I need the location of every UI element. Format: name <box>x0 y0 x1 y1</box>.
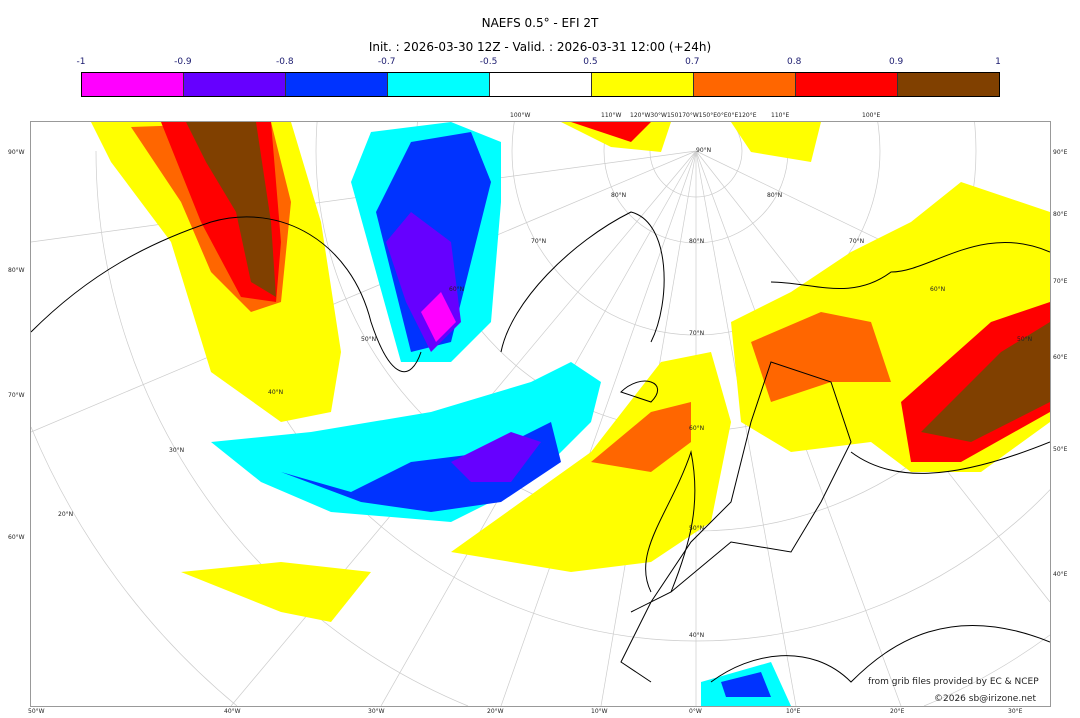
lat-label: 50°N <box>1017 336 1033 343</box>
right-axis-label: 40°E <box>1053 571 1068 578</box>
lat-label: 60°N <box>689 425 705 432</box>
left-axis-label: 70°W <box>8 392 25 399</box>
bottom-axis-label: 20°E <box>890 708 905 715</box>
warm-anomaly-arctic <box>571 122 651 142</box>
lat-label: 50°N <box>689 525 705 532</box>
colorbar-swatch <box>388 73 490 96</box>
colorbar-tick: -0.8 <box>275 57 294 67</box>
right-axis-label: 50°E <box>1053 446 1068 453</box>
top-axis-label: 100°E <box>862 112 881 119</box>
colorbar-swatch <box>796 73 898 96</box>
right-axis-label: 90°E <box>1053 149 1068 156</box>
efi-map: 90°N 80°N 70°N 60°N 50°N 40°N 30°N 20°N … <box>30 121 1051 707</box>
left-axis-label: 80°W <box>8 267 25 274</box>
colorbar-tick: -0.9 <box>174 57 192 67</box>
lat-label: 80°N <box>767 192 783 199</box>
bottom-axis-label: 10°W <box>591 708 608 715</box>
bottom-axis-label: 50°W <box>28 708 45 715</box>
coastlines <box>31 211 1050 683</box>
warm-anomaly-subtropical-atlantic <box>181 562 371 622</box>
colorbar-tick: 0.9 <box>888 57 904 67</box>
bottom-axis-label: 40°W <box>224 708 241 715</box>
colorbar-tick: -0.5 <box>479 57 498 67</box>
bottom-axis-label: 30°W <box>368 708 385 715</box>
colorbar-swatch <box>898 73 999 96</box>
colorbar-tick: 0.8 <box>787 57 802 67</box>
top-axis-label: 110°W <box>601 112 622 119</box>
lat-label: 70°N <box>689 330 705 337</box>
cold-anomaly-north-africa <box>721 672 771 697</box>
warm-anomaly-eastern-europe <box>921 322 1050 442</box>
top-axis-label: 120°W30°W150170°W150°E0°E0°E120°E <box>630 112 757 119</box>
source-credit: from grib files provided by EC & NCEP <box>868 677 1039 687</box>
map-title: NAEFS 0.5° - EFI 2T <box>481 16 599 30</box>
colorbar-swatch <box>82 73 184 96</box>
lat-label: 40°N <box>268 389 284 396</box>
right-axis-label: 70°E <box>1053 278 1068 285</box>
lat-label: 80°N <box>611 192 627 199</box>
colorbar-tick: 0.7 <box>685 57 700 67</box>
map-subtitle: Init. : 2026-03-30 12Z - Valid. : 2026-0… <box>368 40 712 54</box>
right-axis-label: 80°E <box>1053 211 1068 218</box>
top-axis-label: 100°W <box>510 112 531 119</box>
efi-field <box>91 122 1050 706</box>
warm-anomaly-europe <box>591 402 691 472</box>
map-canvas <box>31 122 1050 706</box>
warm-anomaly-north-america <box>186 122 276 297</box>
left-axis-label: 60°W <box>8 534 25 541</box>
colorbar-tick: 0.5 <box>583 57 598 67</box>
colorbar-swatch <box>694 73 796 96</box>
warm-anomaly-eastern-europe <box>751 312 891 402</box>
lat-label: 20°N <box>58 511 74 518</box>
bottom-axis-label: 10°E <box>786 708 801 715</box>
lat-label: 80°N <box>689 238 705 245</box>
colorbar-tick: -1 <box>76 57 86 67</box>
colorbar-swatch <box>490 73 592 96</box>
lat-label: 70°N <box>531 238 547 245</box>
bottom-axis-label: 0°W <box>689 708 702 715</box>
warm-anomaly-arctic <box>731 122 821 162</box>
colorbar-tick: -0.7 <box>377 57 396 67</box>
colorbar-swatch <box>592 73 694 96</box>
bottom-axis-label: 20°W <box>487 708 504 715</box>
cold-anomaly-atlantic <box>281 422 561 512</box>
lat-label: 60°N <box>930 286 946 293</box>
lat-label: 90°N <box>696 147 712 154</box>
lat-label: 50°N <box>361 336 377 343</box>
lat-label: 30°N <box>169 447 185 454</box>
colorbar-tick: 1 <box>995 57 1001 67</box>
bottom-axis-label: 30°E <box>1008 708 1023 715</box>
copyright: ©2026 sb@irizone.net <box>934 694 1036 704</box>
lat-label: 70°N <box>849 238 865 245</box>
left-axis-label: 90°W <box>8 149 25 156</box>
right-axis-label: 60°E <box>1053 354 1068 361</box>
colorbar-swatch <box>184 73 286 96</box>
top-axis-label: 110°E <box>771 112 790 119</box>
lat-label: 60°N <box>449 286 465 293</box>
colorbar-swatch <box>286 73 388 96</box>
cold-anomaly-hudson <box>421 292 456 342</box>
lat-label: 40°N <box>689 632 705 639</box>
cold-anomaly-atlantic <box>451 432 541 482</box>
colorbar <box>81 72 1000 97</box>
